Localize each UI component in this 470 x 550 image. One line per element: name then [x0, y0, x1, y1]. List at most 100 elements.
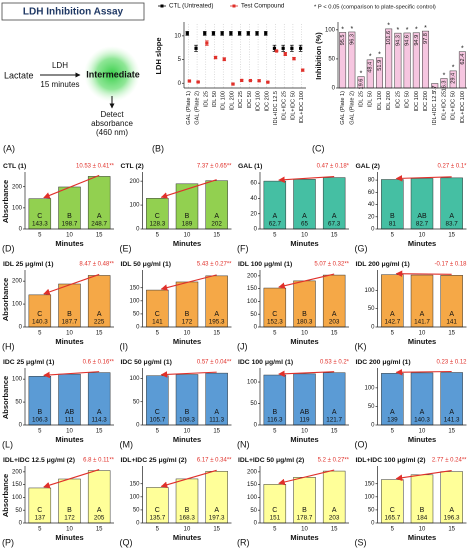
slope-annotation: -0.17 ± 0.18	[435, 262, 468, 268]
panel-letter: (P)	[2, 537, 14, 547]
value-label: 197.3	[209, 515, 225, 522]
significance-mark: *	[406, 27, 409, 34]
x-tick-label: IDL 100	[377, 91, 383, 110]
panel-title: IDC 100 μg/ml (1)	[238, 359, 293, 366]
panel-letter: (S)	[355, 537, 367, 547]
diagram-title: LDH Inhibition Assay	[23, 7, 124, 18]
x-tick-label: 5	[391, 527, 395, 533]
significance-mark: *	[369, 54, 372, 61]
value-label: 16.3	[441, 81, 447, 92]
trend-arrow	[43, 469, 100, 489]
significance-mark: *	[452, 65, 455, 72]
x-tick-label: IDL 25	[203, 91, 209, 107]
y-tick-label: 100	[12, 495, 23, 501]
group-letter: A	[449, 507, 454, 514]
x-tick-label: 15	[331, 331, 338, 337]
group-letter: A	[449, 409, 454, 416]
panel-title: GAL (2)	[356, 163, 380, 170]
point	[246, 31, 250, 35]
group-letter: A	[332, 213, 337, 220]
group-letter: B	[67, 507, 72, 514]
significance-mark: *	[378, 52, 381, 59]
x-tick-label: 10	[184, 527, 191, 533]
panel-title: CTL (2)	[121, 163, 144, 170]
y-tick-label: 0	[136, 521, 140, 527]
group-letter: B	[185, 409, 190, 416]
value-label: 137	[35, 515, 46, 522]
x-tick-label: IDC 100	[256, 91, 262, 112]
y-tick-label: 50	[250, 312, 257, 318]
y-tick-label: 0	[371, 325, 375, 331]
x-tick-label: 15	[331, 233, 338, 239]
group-letter: A	[420, 311, 425, 318]
x-tick-label: 5	[156, 233, 160, 239]
x-tick-label: 5	[38, 429, 42, 435]
y-tick-label: 0	[178, 81, 182, 87]
x-axis-label: Minutes	[55, 533, 83, 542]
y-tick-label: 50	[250, 508, 257, 514]
y-tick-label: 100	[129, 376, 140, 382]
y-tick-label: 0	[136, 227, 140, 233]
value-label: 111	[65, 417, 75, 424]
x-axis-label: Minutes	[408, 239, 436, 248]
panel-title: IDL 200 μg/ml (1)	[356, 261, 410, 268]
value-label: 172	[182, 319, 193, 326]
trend-arrow	[395, 368, 452, 376]
group-letter: B	[302, 311, 307, 318]
slope-annotation: 5.07 ± 0.32**	[314, 262, 349, 268]
x-axis-label: Minutes	[173, 435, 201, 444]
title-box	[1, 2, 145, 21]
trend-arrow	[160, 469, 217, 488]
y-tick-label: 0	[254, 423, 258, 429]
value-label: 196.3	[444, 515, 460, 522]
y-tick-label: 0	[254, 325, 258, 331]
trend-arrow	[395, 470, 452, 482]
x-tick-label: GAL (Plate 1)	[186, 91, 192, 125]
value-label: 121.7	[326, 417, 342, 424]
point	[205, 41, 209, 45]
y-tick-label: 200	[12, 279, 23, 285]
value-label: 128.3	[149, 221, 165, 228]
x-axis-label: Minutes	[408, 533, 436, 542]
x-axis-label: Minutes	[55, 239, 83, 248]
x-tick-label: IDL 100	[221, 91, 227, 110]
x-axis-label: Minutes	[173, 533, 201, 542]
point	[185, 31, 189, 35]
x-tick-label: 15	[213, 331, 220, 337]
group-letter: A	[272, 213, 277, 220]
y-tick-label: 150	[364, 481, 375, 487]
y-tick-label: 200	[12, 184, 23, 190]
y-tick-label: 0	[254, 227, 258, 233]
x-tick-label: IDC 200	[264, 91, 270, 112]
value-label: 165.7	[384, 515, 400, 522]
group-letter: B	[37, 409, 42, 416]
panel-title: IDL+IDC 100 μg/ml (2)	[356, 457, 426, 464]
x-tick-label: 15	[448, 527, 455, 533]
value-label: 225	[94, 319, 105, 326]
panel-title: IDC 200 μg/ml (1)	[356, 359, 411, 366]
x-tick-label: IDL+IDC 25	[441, 91, 447, 120]
point	[220, 31, 224, 35]
x-tick-label: IDL 25	[359, 91, 365, 107]
group-letter: C	[390, 507, 395, 514]
detect-line: absorbance	[91, 119, 133, 128]
group-letter: A	[214, 507, 219, 514]
y-axis-label: Absorbance	[1, 474, 10, 517]
y-tick-label: 100	[12, 205, 23, 211]
panel-letter: (R)	[237, 537, 250, 547]
y-tick-label: 100	[247, 495, 258, 501]
group-letter: B	[67, 213, 72, 220]
point	[248, 78, 253, 83]
group-letter: C	[272, 507, 277, 514]
group-letter: A	[214, 213, 219, 220]
y-axis-label: Absorbance	[1, 278, 10, 321]
y-tick-label: 100	[12, 377, 23, 383]
y-tick-label: 60	[368, 190, 375, 196]
value-label: 81	[389, 221, 397, 228]
group-letter: A	[332, 507, 337, 514]
x-tick-label: 5	[391, 429, 395, 435]
significance-mark: *	[360, 70, 363, 77]
x-tick-label: GAL (Plate 2)	[349, 91, 355, 125]
y-tick-label: 20	[250, 211, 257, 217]
